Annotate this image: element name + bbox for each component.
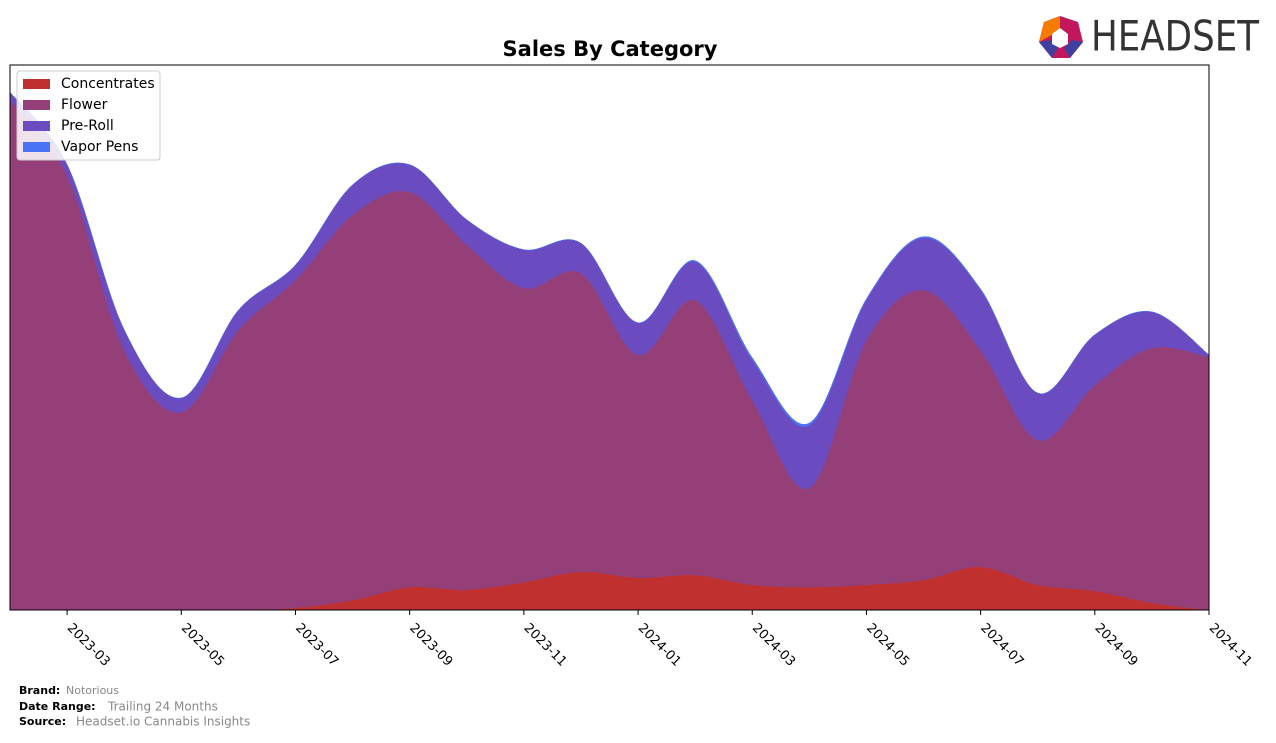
footer-label: Brand:: [19, 684, 60, 697]
legend-label: Pre-Roll: [61, 118, 114, 134]
x-tick-label: 2024-01: [635, 621, 684, 670]
x-tick-label: 2024-03: [749, 621, 798, 670]
x-tick-label: 2023-09: [406, 621, 455, 670]
logo-text: HEADSET: [1091, 12, 1259, 61]
legend-swatch: [23, 100, 50, 110]
x-tick-label: 2023-07: [292, 621, 341, 670]
footer: Brand: Notorious Date Range: Trailing 24…: [19, 684, 250, 729]
plot-area: [9, 91, 1210, 611]
x-tick-label: 2024-07: [977, 621, 1026, 670]
plot-frame: [9, 64, 1210, 611]
legend: Concentrates Flower Pre-Roll Vapor Pens: [16, 70, 161, 161]
logo: HEADSET: [1039, 12, 1259, 61]
legend-box: [16, 70, 161, 161]
footer-label: Source:: [19, 715, 66, 728]
legend-label: Vapor Pens: [61, 139, 138, 155]
footer-value: Headset.io Cannabis Insights: [76, 715, 250, 729]
x-axis: 2023-03 2023-05 2023-07 2023-09 2023-11 2024-…: [64, 610, 1255, 670]
x-tick-label: 2024-11: [1206, 621, 1255, 670]
logo-mark: [1039, 16, 1060, 42]
legend-label: Concentrates: [61, 76, 155, 92]
x-tick-label: 2023-03: [64, 621, 113, 670]
x-tick-label: 2023-11: [521, 621, 570, 670]
x-tick-label: 2023-05: [178, 621, 227, 670]
footer-label: Date Range:: [19, 700, 96, 713]
legend-swatch: [23, 121, 50, 131]
legend-swatch: [23, 142, 50, 152]
x-tick-label: 2024-09: [1092, 621, 1141, 670]
legend-swatch: [23, 79, 50, 89]
logo-mark: [1052, 28, 1068, 48]
chart-title: Sales By Category: [503, 37, 718, 61]
logo-mark: [1064, 40, 1083, 58]
legend-label: Flower: [61, 97, 108, 113]
footer-value: Notorious: [66, 684, 119, 697]
footer-value: Trailing 24 Months: [107, 700, 218, 714]
area: [9, 99, 1210, 611]
x-tick-label: 2024-05: [863, 621, 912, 670]
